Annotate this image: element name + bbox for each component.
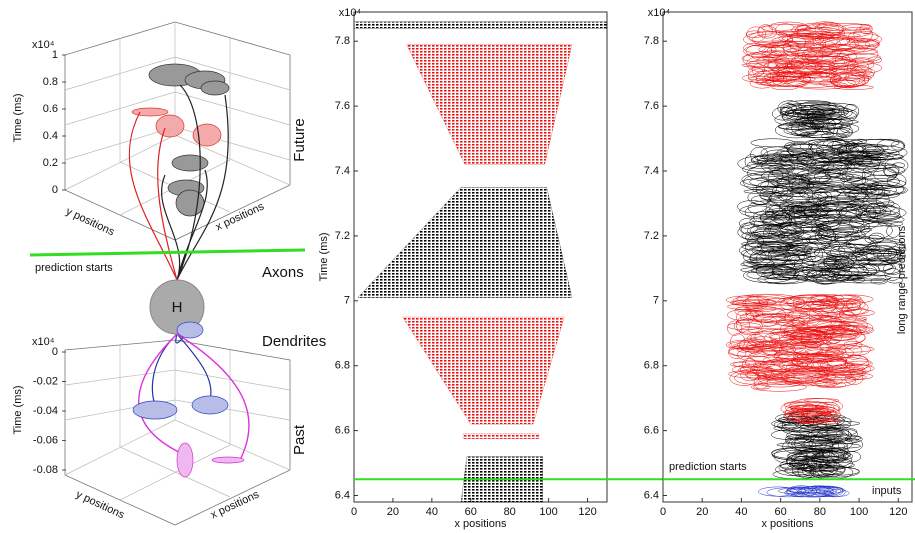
x-tick-label: 60 [465,506,477,518]
x-tick-label: 40 [426,506,438,518]
z-tick-label: 0.8 [43,76,58,88]
x-axis-label: x positions [455,518,507,530]
ellipse-trace [879,221,903,226]
y-axis-label: y positions [74,488,127,521]
z-tick-label: 0.2 [43,157,58,169]
past-ellipses-magenta [177,443,244,477]
ellipse-trace [796,82,848,90]
ellipse-trace [863,165,905,175]
ellipse-trace [871,278,887,284]
z-axis-label: Time (ms) [12,385,24,434]
spike-region [403,317,565,424]
future-label: Future [291,118,308,161]
exponent-label: x10⁴ [648,7,671,19]
ellipse-trace [739,327,762,334]
ellipse-trace [843,452,860,463]
y-tick-label: 6.8 [335,360,350,372]
prediction-label: prediction starts [35,262,113,274]
top-cube [65,22,290,280]
ellipse-trace [846,375,866,379]
x-tick-label: 80 [504,506,516,518]
y-tick-label: 7.8 [335,35,350,47]
ellipse-trace [844,104,859,119]
future-ellipses-red [132,108,221,146]
exponent-label: x10⁴ [339,7,362,19]
y-tick-label: 7.8 [644,35,659,47]
z-tick-label: 0 [52,346,58,358]
ellipse-trace [892,163,905,168]
x-tick-label: 100 [539,506,557,518]
ellipse-trace [804,465,846,475]
z-tick-label: -0.06 [33,434,58,446]
inputs-annotation: inputs [872,485,902,497]
z-tick-label: 1 [52,49,58,61]
ellipse-region [738,139,909,285]
ellipse-trace [869,233,884,242]
x-tick-label: 0 [351,506,357,518]
axons-label: Axons [262,264,304,281]
z-axis-label: Time (ms) [12,93,24,142]
y-tick-label: 7.2 [644,230,659,242]
z-tick-label: 0.6 [43,103,58,115]
x-tick-label: 40 [735,506,747,518]
y-axis-label: Time (ms) [318,232,330,281]
ellipse-trace [761,194,792,201]
figure: prediction starts Axons H Dendrites Futu… [0,0,915,533]
y-tick-label: 6.4 [335,489,350,501]
spike-region [407,44,572,164]
y-tick-label: 7.4 [335,165,350,177]
y-tick-label: 7.4 [644,165,659,177]
z-tick-label: -0.04 [33,405,58,417]
x-tick-label: 100 [850,506,868,518]
x-tick-label: 20 [387,506,399,518]
ellipse-trace [845,356,868,365]
y-tick-label: 6.6 [335,425,350,437]
x-tick-label: 120 [578,506,596,518]
z-tick-label: -0.08 [33,464,58,476]
x-tick-label: 60 [775,506,787,518]
ellipse-trace [807,189,840,197]
y-tick-label: 7.6 [335,100,350,112]
ellipse-trace [844,341,862,349]
x-axis-label: x positions [762,518,814,530]
side-annotation: long range predictions [896,225,908,334]
x-tick-label: 120 [889,506,907,518]
y-tick-label: 6.4 [644,489,659,501]
z-tick-label: 0 [52,184,58,196]
ellipse-trace [829,444,860,448]
ellipse-trace [778,189,828,203]
prediction-annotation: prediction starts [669,461,747,473]
spike-region [463,434,539,439]
ellipse-trace [742,74,784,83]
prediction-line-left [30,250,305,255]
spike-region [358,187,572,297]
x-axis-label: x positions [214,200,267,233]
z-tick-label: 0.4 [43,130,58,142]
x-tick-label: 80 [814,506,826,518]
x-tick-label: 0 [660,506,666,518]
past-label: Past [291,424,308,455]
ellipse-region [758,486,849,497]
cube-grid [65,340,290,500]
ellipse-region [726,294,875,391]
ellipse-trace [810,317,843,321]
ellipse-region [742,22,882,90]
y-tick-label: 6.6 [644,425,659,437]
z-tick-label: -0.02 [33,375,58,387]
y-tick-label: 7 [344,295,350,307]
ellipse-trace [804,38,856,52]
y-tick-label: 7.2 [335,230,350,242]
y-axis-label: y positions [64,205,117,238]
dendrite-blue [152,328,211,405]
dendrite-magenta [139,334,249,460]
y-tick-label: 7 [653,295,659,307]
x-tick-label: 20 [696,506,708,518]
spike-region [354,22,607,28]
dendrites-label: Dendrites [262,333,326,350]
node-label: H [172,299,183,316]
ellipse-region [772,101,858,139]
ellipse-trace [868,57,881,63]
y-tick-label: 7.6 [644,100,659,112]
y-tick-label: 6.8 [644,360,659,372]
